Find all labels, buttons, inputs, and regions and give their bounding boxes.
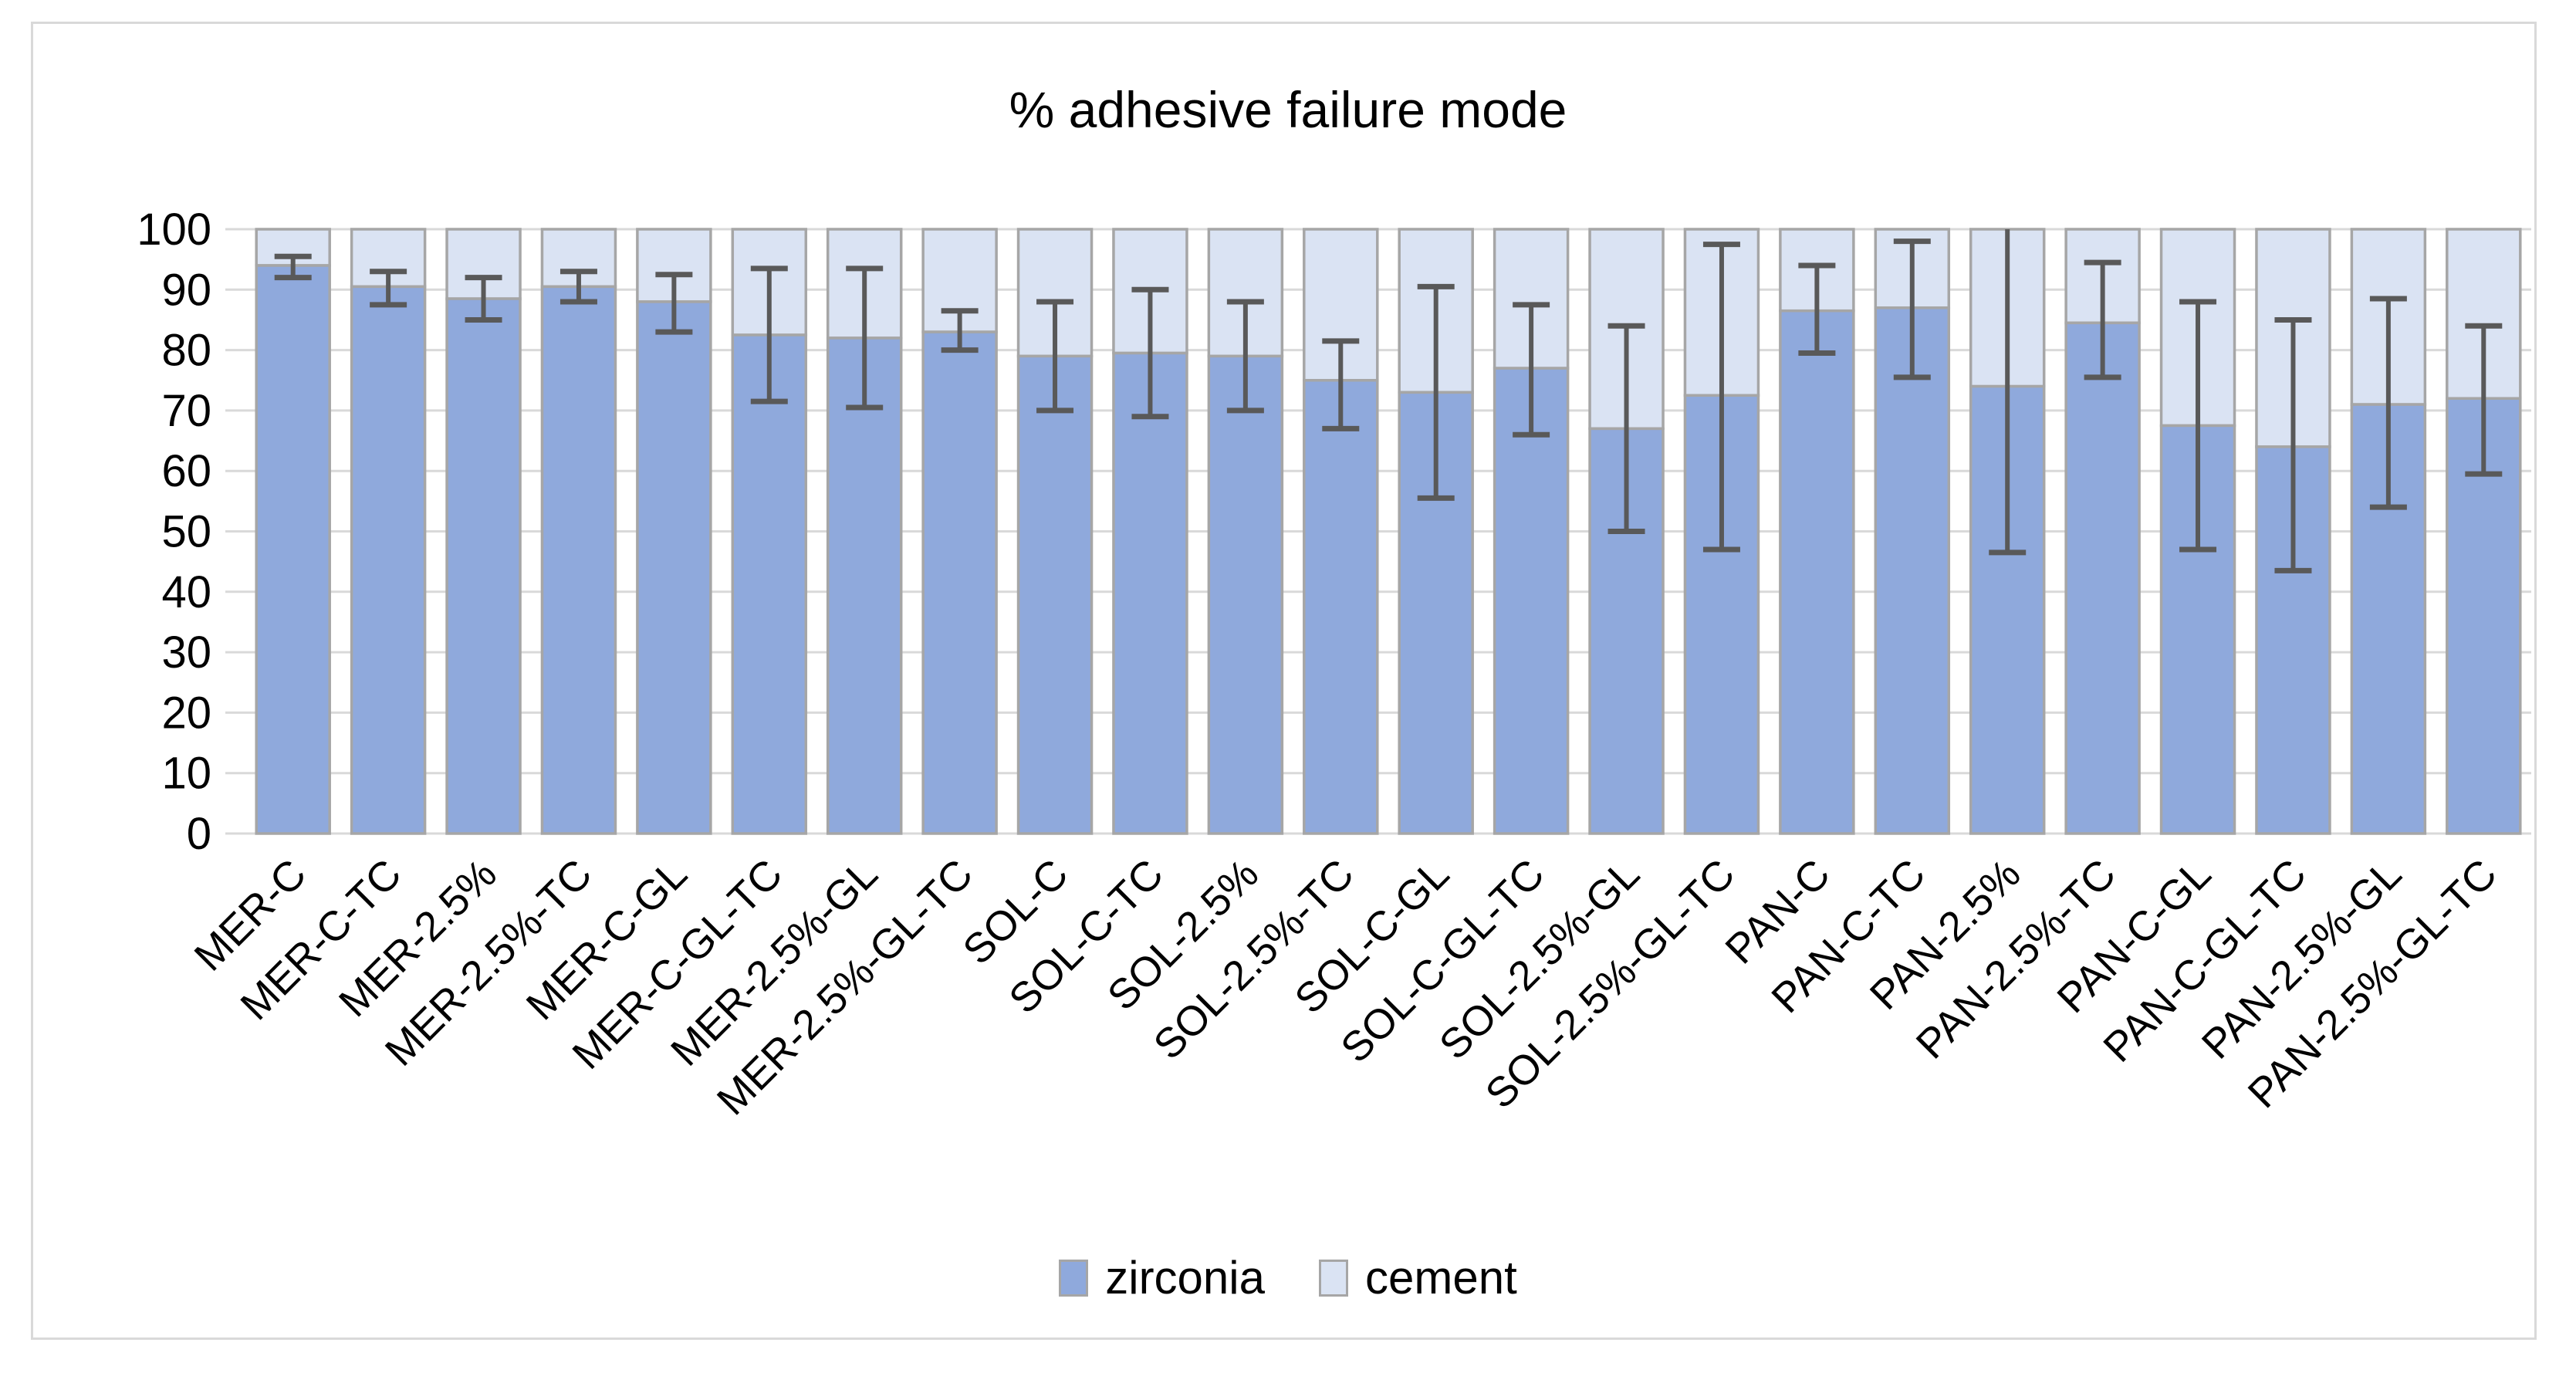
- bar-MER-2.5%-cement: [445, 228, 522, 300]
- bar-MER-C-TC-zirconia: [350, 285, 427, 835]
- bar-SOL-2.5%-TC-zirconia: [1303, 379, 1379, 835]
- chart-legend: zirconia cement: [0, 1255, 2576, 1301]
- bar-SOL-2.5%-zirconia: [1207, 354, 1284, 835]
- y-tick-label-20: 20: [161, 688, 211, 738]
- bar-PAN-2.5%-TC-zirconia: [2064, 321, 2141, 835]
- y-tick-label-100: 100: [137, 205, 211, 255]
- legend-label-cement: cement: [1364, 1252, 1517, 1304]
- legend-label-zirconia: zirconia: [1105, 1252, 1265, 1304]
- bar-SOL-C-TC-zirconia: [1112, 351, 1188, 835]
- y-tick-label-60: 60: [161, 446, 211, 496]
- y-tick-label-0: 0: [187, 809, 211, 859]
- bar-MER-2.5%-GL-zirconia: [826, 336, 903, 835]
- y-tick-label-90: 90: [161, 265, 211, 315]
- bar-PAN-C-TC-zirconia: [1874, 306, 1951, 835]
- y-tick-label-10: 10: [161, 749, 211, 799]
- y-tick-label-80: 80: [161, 326, 211, 376]
- bar-MER-2.5%-GL-TC-zirconia: [921, 330, 998, 835]
- y-tick-label-50: 50: [161, 507, 211, 557]
- bar-MER-2.5%-zirconia: [445, 297, 522, 835]
- y-tick-label-70: 70: [161, 386, 211, 436]
- bar-SOL-C-zirconia: [1016, 354, 1094, 835]
- legend-item-cement: cement: [1318, 1252, 1517, 1304]
- bar-MER-C-GL-zirconia: [636, 300, 712, 835]
- chart-title: % adhesive failure mode: [1009, 81, 1567, 138]
- bar-PAN-C-zirconia: [1779, 309, 1855, 835]
- bar-MER-C-zirconia: [255, 264, 331, 835]
- bar-MER-2.5%-TC-zirconia: [540, 285, 617, 835]
- y-tick-label-40: 40: [161, 567, 211, 617]
- bar-MER-C-GL-TC-zirconia: [731, 333, 808, 835]
- legend-item-zirconia: zirconia: [1059, 1255, 1265, 1301]
- bar-SOL-C-GL-TC-zirconia: [1493, 367, 1570, 835]
- y-tick-label-30: 30: [161, 627, 211, 678]
- cement-swatch-icon: [1318, 1260, 1348, 1297]
- zirconia-swatch-icon: [1059, 1260, 1089, 1297]
